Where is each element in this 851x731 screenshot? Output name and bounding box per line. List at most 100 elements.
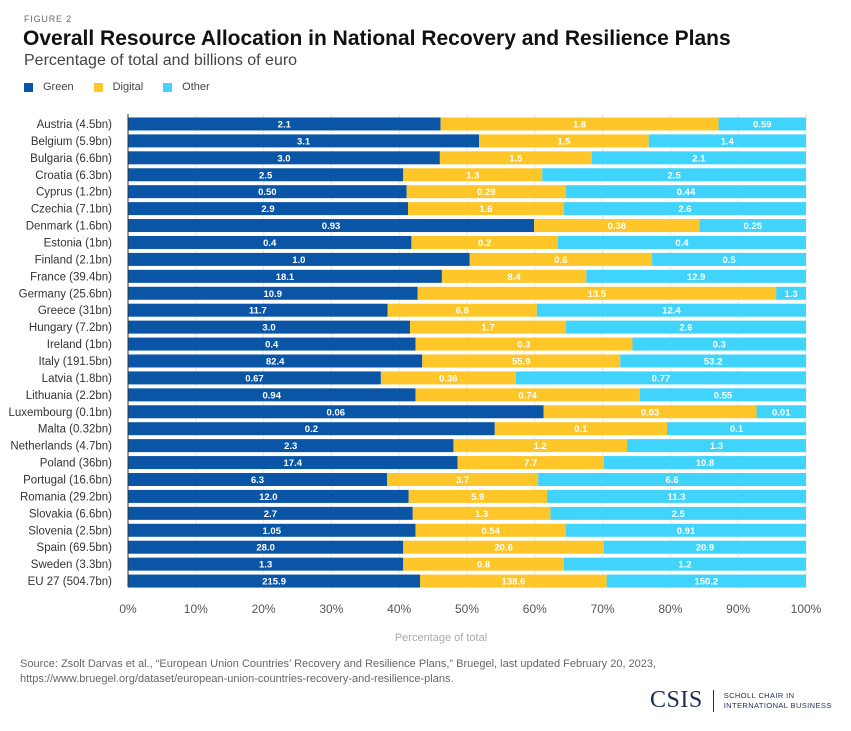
bar-segment-green — [128, 489, 409, 503]
category-label: Cyprus (1.2bn) — [36, 187, 112, 199]
data-label-other: 10.8 — [696, 458, 715, 469]
bar-segment-green — [128, 354, 423, 368]
logo-wordmark: CSIS — [650, 687, 703, 713]
bar-segment-digital — [408, 489, 548, 503]
bar-segment-green — [128, 252, 470, 266]
bar-segment-digital — [453, 439, 628, 453]
bar-segment-digital — [412, 506, 551, 520]
bar-segment-green — [128, 219, 535, 233]
bar-segment-green — [128, 286, 418, 300]
data-label-other: 20.9 — [696, 543, 715, 554]
category-label: Latvia (1.8bn) — [42, 373, 112, 385]
logo-subtitle-line-2: INTERNATIONAL BUSINESS — [723, 700, 832, 710]
category-label: Romania (29.2bn) — [20, 491, 112, 503]
data-label-digital: 1.8 — [573, 119, 586, 130]
category-label: Poland (36bn) — [40, 458, 112, 470]
x-tick-labels: 0% 10% 20% 30% 40% 50% 60% 70% 80% 90% 100% — [119, 602, 821, 616]
data-label-other: 2.5 — [668, 170, 682, 181]
category-label: Hungary (7.2bn) — [29, 322, 112, 334]
legend-label-other: Other — [182, 81, 210, 93]
category-label: Ireland (1bn) — [47, 339, 112, 351]
data-label-other: 150.2 — [694, 577, 718, 588]
category-label: Sweden (3.3bn) — [31, 559, 112, 571]
data-label-green: 10.9 — [264, 289, 283, 300]
bar-segment-green — [128, 269, 442, 283]
bar-segment-green — [128, 456, 458, 470]
logo-divider — [712, 689, 714, 712]
category-labels: Austria (4.5bn) Belgium (5.9bn) Bulgaria (… — [8, 119, 112, 588]
bar-segment-other — [565, 185, 806, 199]
bar-segment-green — [128, 439, 454, 453]
source-note: Source: Zsolt Darvas et al., “European U… — [20, 657, 840, 687]
legend-label-digital: Digital — [112, 81, 144, 93]
data-label-digital: 0.6 — [554, 255, 567, 266]
data-label-other: 1.3 — [710, 441, 723, 452]
bar-segment-digital — [534, 219, 700, 233]
bar-segment-other — [620, 354, 806, 368]
data-label-other: 0.4 — [675, 238, 689, 249]
bar-segment-digital — [386, 472, 539, 486]
bar-segment-digital — [415, 337, 633, 351]
data-label-other: 0.01 — [772, 407, 791, 418]
data-label-green: 82.4 — [266, 356, 285, 367]
data-label-other: 0.77 — [652, 373, 671, 384]
bar-segment-other — [648, 134, 806, 148]
bar-segment-digital — [441, 269, 587, 283]
category-label: Lithuania (2.2bn) — [26, 390, 112, 402]
bar-segment-other — [565, 320, 806, 334]
data-label-green: 1.05 — [262, 526, 281, 537]
x-tick-label: 50% — [455, 602, 479, 616]
data-label-other: 2.5 — [672, 509, 686, 520]
bar-segment-other — [603, 456, 806, 470]
category-label: Czechia (7.1bn) — [31, 204, 112, 216]
data-label-green: 0.4 — [265, 340, 279, 351]
chart-title: Overall Resource Allocation in National … — [23, 27, 731, 50]
figure-label: FIGURE 2 — [24, 14, 72, 24]
data-label-other: 12.4 — [662, 306, 681, 317]
data-label-digital: 0.8 — [477, 560, 490, 571]
data-label-other: 2.1 — [692, 153, 706, 164]
bar-segment-digital — [494, 422, 668, 436]
data-label-digital: 55.9 — [512, 356, 531, 367]
data-label-green: 11.7 — [249, 306, 267, 317]
category-label: Belgium (5.9bn) — [31, 136, 112, 148]
bar-segment-digital — [406, 185, 566, 199]
bar-segment-green — [128, 405, 544, 419]
bar-segment-digital — [469, 252, 653, 266]
data-label-digital: 1.6 — [479, 204, 492, 215]
bar-segment-other — [563, 202, 806, 216]
bar-segment-digital — [415, 523, 566, 537]
bar-segment-green — [128, 185, 407, 199]
data-label-digital: 1.7 — [481, 323, 494, 334]
data-label-other: 0.59 — [753, 119, 772, 130]
category-label: France (39.4bn) — [30, 271, 112, 283]
data-label-green: 2.9 — [261, 204, 274, 215]
legend-swatch-digital — [93, 82, 103, 92]
bar-segment-green — [128, 506, 413, 520]
bar-segment-other — [550, 506, 806, 520]
bar-segment-green — [128, 134, 480, 148]
bar-segment-digital — [479, 134, 649, 148]
category-label: Croatia (6.3bn) — [35, 170, 112, 182]
logo-subtitle-line-1: SCHOLL CHAIR IN — [723, 690, 795, 700]
bar-segment-green — [128, 540, 404, 554]
data-label-green: 18.1 — [276, 272, 295, 283]
bar-segment-digital — [440, 117, 719, 131]
data-label-other: 0.55 — [714, 390, 733, 401]
data-label-other: 0.3 — [713, 340, 726, 351]
bar-segment-green — [128, 337, 416, 351]
bar-segment-green — [128, 422, 495, 436]
bar-segment-other — [699, 219, 806, 233]
category-label: Germany (25.6bn) — [19, 288, 112, 300]
bar-segment-digital — [457, 456, 604, 470]
bar-segment-digital — [417, 286, 777, 300]
legend-item-green: Green — [24, 81, 74, 93]
bar-segment-digital — [411, 235, 558, 249]
source-line-2: https://www.bruegel.org/dataset/european… — [20, 673, 454, 685]
category-label: Bulgaria (6.6bn) — [30, 153, 112, 165]
x-axis-title: Percentage of total — [395, 632, 487, 644]
bar-segment-other — [563, 557, 806, 571]
bar-segment-other — [591, 151, 806, 165]
bar-segment-other — [756, 405, 806, 419]
category-label: Luxembourg (0.1bn) — [8, 407, 112, 419]
